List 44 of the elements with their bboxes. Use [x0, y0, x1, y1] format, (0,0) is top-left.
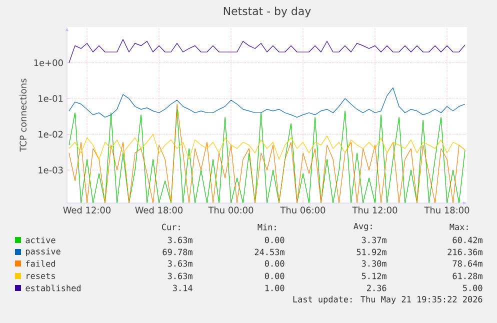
text: 69.78m: [162, 248, 192, 256]
text: Min:: [258, 224, 276, 230]
text: 0.00: [264, 260, 284, 267]
text: 1.00: [265, 284, 284, 292]
legend-label: failed: [26, 260, 55, 267]
y-tick-label: 1e+00: [34, 59, 63, 66]
text: 2.36: [367, 284, 386, 292]
text: 3.63m: [168, 236, 192, 244]
text: 3.37m: [362, 236, 386, 244]
text: Cur:: [162, 224, 180, 230]
text: 3.30m: [362, 260, 386, 267]
text: 3.63m: [168, 272, 192, 280]
text: 216.36m: [448, 248, 482, 256]
y-tick-label: 1e-03: [38, 166, 63, 174]
y-axis-title: TCP connections: [20, 78, 26, 152]
text: 0.00: [264, 236, 284, 244]
legend-label: established: [26, 284, 80, 292]
y-tick-label: 1e-02: [38, 130, 63, 138]
text: 78.64m: [452, 260, 482, 267]
text: 51.92m: [356, 248, 386, 256]
text: Last update: Thu May 21 19:35:22 2026: [293, 296, 482, 304]
y-tick-label: 1e-01: [38, 95, 63, 102]
x-tick-label: Thu 00:00: [208, 206, 254, 214]
text: 0.00: [264, 272, 284, 280]
text: 5.00: [463, 284, 482, 292]
legend-label: active: [26, 236, 56, 244]
x-tick-label: Thu 18:00: [424, 206, 470, 214]
x-tick-label: Thu 06:00: [280, 206, 326, 214]
text: 24.53m: [254, 248, 284, 256]
chart-title: Netstat - by day: [224, 6, 311, 18]
text: 60.42m: [452, 236, 482, 244]
text: Avg:: [354, 223, 372, 231]
legend-label: passive: [26, 248, 60, 256]
legend-label: resets: [26, 272, 55, 280]
line-series: [68, 87, 466, 118]
line-series: [68, 134, 466, 160]
text: 61.28m: [452, 272, 482, 280]
x-tick-label: Thu 12:00: [352, 206, 398, 214]
text: 5.12m: [362, 272, 386, 280]
text: 3.14: [172, 284, 192, 292]
text: Max:: [450, 224, 468, 230]
text: 3.63m: [168, 260, 192, 267]
x-tick-label: Wed 12:00: [63, 206, 111, 214]
x-tick-label: Wed 18:00: [135, 206, 183, 214]
